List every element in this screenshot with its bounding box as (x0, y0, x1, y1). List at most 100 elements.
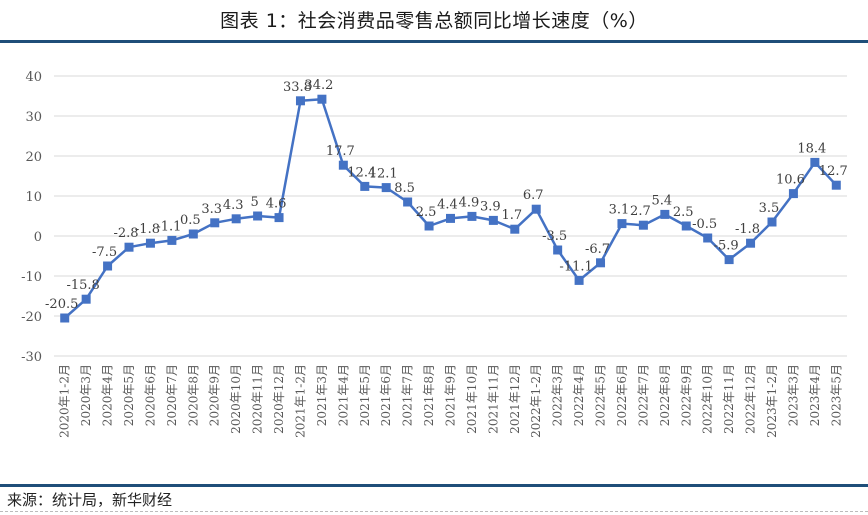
x-tick-label: 2020年12月 (272, 364, 286, 434)
y-tick-label: 10 (25, 190, 42, 205)
x-tick-label: 2022年5月 (594, 364, 608, 426)
data-value-label: 4.6 (266, 197, 287, 212)
data-value-label: 4.4 (437, 197, 458, 212)
data-point-marker (167, 235, 177, 245)
x-tick-label: 2022年10月 (701, 364, 715, 434)
y-tick-label: -10 (21, 270, 42, 285)
data-value-label: -11.1 (559, 259, 592, 274)
data-point-marker (681, 221, 691, 231)
data-value-label: 4.3 (223, 198, 244, 213)
x-tick-label: 2021年3月 (315, 364, 329, 426)
data-value-label: 34.2 (304, 78, 333, 93)
x-tick-label: 2023年4月 (808, 364, 822, 426)
x-tick-label: 2021年12月 (508, 364, 522, 434)
data-value-label: 10.6 (776, 173, 805, 188)
data-value-label: -1.8 (735, 222, 760, 237)
x-tick-label: 2022年11月 (722, 364, 736, 434)
x-tick-label: 2020年3月 (79, 364, 93, 426)
y-tick-label: 40 (25, 70, 42, 85)
data-point-marker (724, 255, 734, 265)
data-value-label: -7.5 (92, 245, 117, 260)
data-point-marker (253, 211, 263, 221)
y-axis-ticks: 40 30 20 10 0 -10 -20 -30 (21, 70, 42, 365)
data-point-marker (446, 213, 455, 223)
data-value-label: -1.1 (156, 219, 181, 234)
data-value-label: 2.5 (673, 205, 694, 220)
x-tick-label: 2021年8月 (422, 364, 436, 426)
x-tick-label: 2021年5月 (358, 364, 372, 426)
x-tick-label: 2021年6月 (379, 364, 393, 426)
x-tick-label: 2022年12月 (744, 364, 758, 434)
data-point-marker (488, 215, 498, 225)
x-tick-label: 2023年5月 (829, 364, 843, 426)
data-point-marker (124, 242, 134, 252)
x-tick-label: 2020年11月 (251, 364, 265, 434)
data-value-label: 3.5 (759, 201, 780, 216)
data-value-label: 33.8 (283, 80, 312, 95)
y-tick-label: 20 (25, 150, 42, 165)
y-tick-label: -20 (21, 310, 42, 325)
x-tick-label: 2022年4月 (572, 364, 586, 426)
data-value-label: 12.7 (819, 164, 848, 179)
data-point-marker (553, 245, 563, 255)
data-point-marker (788, 189, 798, 199)
data-value-label: 4.9 (459, 195, 480, 210)
data-point-marker (338, 160, 348, 170)
data-point-marker (510, 224, 520, 234)
data-point-marker (188, 229, 198, 239)
x-tick-label: 2023年3月 (786, 364, 800, 426)
data-point-marker (210, 218, 220, 228)
y-tick-label: 0 (34, 230, 42, 245)
y-tick-label: 30 (25, 110, 42, 125)
data-point-marker (403, 197, 413, 207)
data-value-label: 8.5 (394, 181, 415, 196)
x-tick-label: 2020年6月 (143, 364, 157, 426)
data-point-marker (638, 220, 648, 230)
y-tick-label: -30 (21, 350, 42, 365)
data-value-label: 2.7 (630, 204, 651, 219)
data-value-label: 3.1 (609, 203, 630, 218)
data-point-marker (467, 211, 477, 221)
x-tick-label: 2020年9月 (208, 364, 222, 426)
data-value-label: 17.7 (326, 144, 355, 159)
data-point-marker (831, 180, 841, 190)
data-value-label: -1.8 (135, 222, 160, 237)
data-point-marker (746, 238, 756, 248)
data-point-marker (596, 258, 606, 268)
data-point-marker (703, 233, 713, 243)
data-value-label: 12.4 (347, 165, 376, 180)
x-tick-label: 2022年1-2月 (529, 364, 543, 438)
x-tick-label: 2020年4月 (101, 364, 115, 426)
bottom-divider (0, 484, 868, 487)
x-tick-label: 2020年8月 (186, 364, 200, 426)
data-point-marker (274, 213, 284, 223)
data-value-label: 12.1 (369, 167, 398, 182)
data-point-marker (574, 275, 584, 285)
data-point-marker (317, 94, 327, 104)
x-tick-label: 2022年8月 (658, 364, 672, 426)
data-value-label: 18.4 (797, 141, 826, 156)
x-tick-label: 2021年4月 (336, 364, 350, 426)
data-point-marker (531, 204, 541, 214)
x-tick-label: 2021年11月 (486, 364, 500, 434)
x-tick-label: 2022年6月 (615, 364, 629, 426)
data-value-label: -20.5 (45, 297, 78, 312)
x-tick-label: 2020年7月 (165, 364, 179, 426)
data-value-label: 6.7 (523, 188, 544, 203)
data-value-label: 1.7 (501, 208, 522, 223)
data-value-label: -0.5 (692, 217, 717, 232)
data-point-marker (617, 219, 627, 229)
data-point-marker (295, 96, 305, 106)
top-divider (0, 40, 868, 43)
data-point-marker (810, 157, 820, 167)
x-tick-label: 2021年7月 (401, 364, 415, 426)
data-value-label: -5.9 (714, 239, 739, 254)
data-value-label: -2.8 (113, 226, 138, 241)
data-point-marker (145, 238, 155, 248)
data-point-marker (81, 294, 91, 304)
chart-title: 图表 1：社会消费品零售总额同比增长速度（%） (220, 10, 648, 32)
data-value-label: 5.4 (651, 193, 672, 208)
data-value-label: -3.5 (542, 229, 567, 244)
data-value-label: 3.9 (480, 199, 501, 214)
